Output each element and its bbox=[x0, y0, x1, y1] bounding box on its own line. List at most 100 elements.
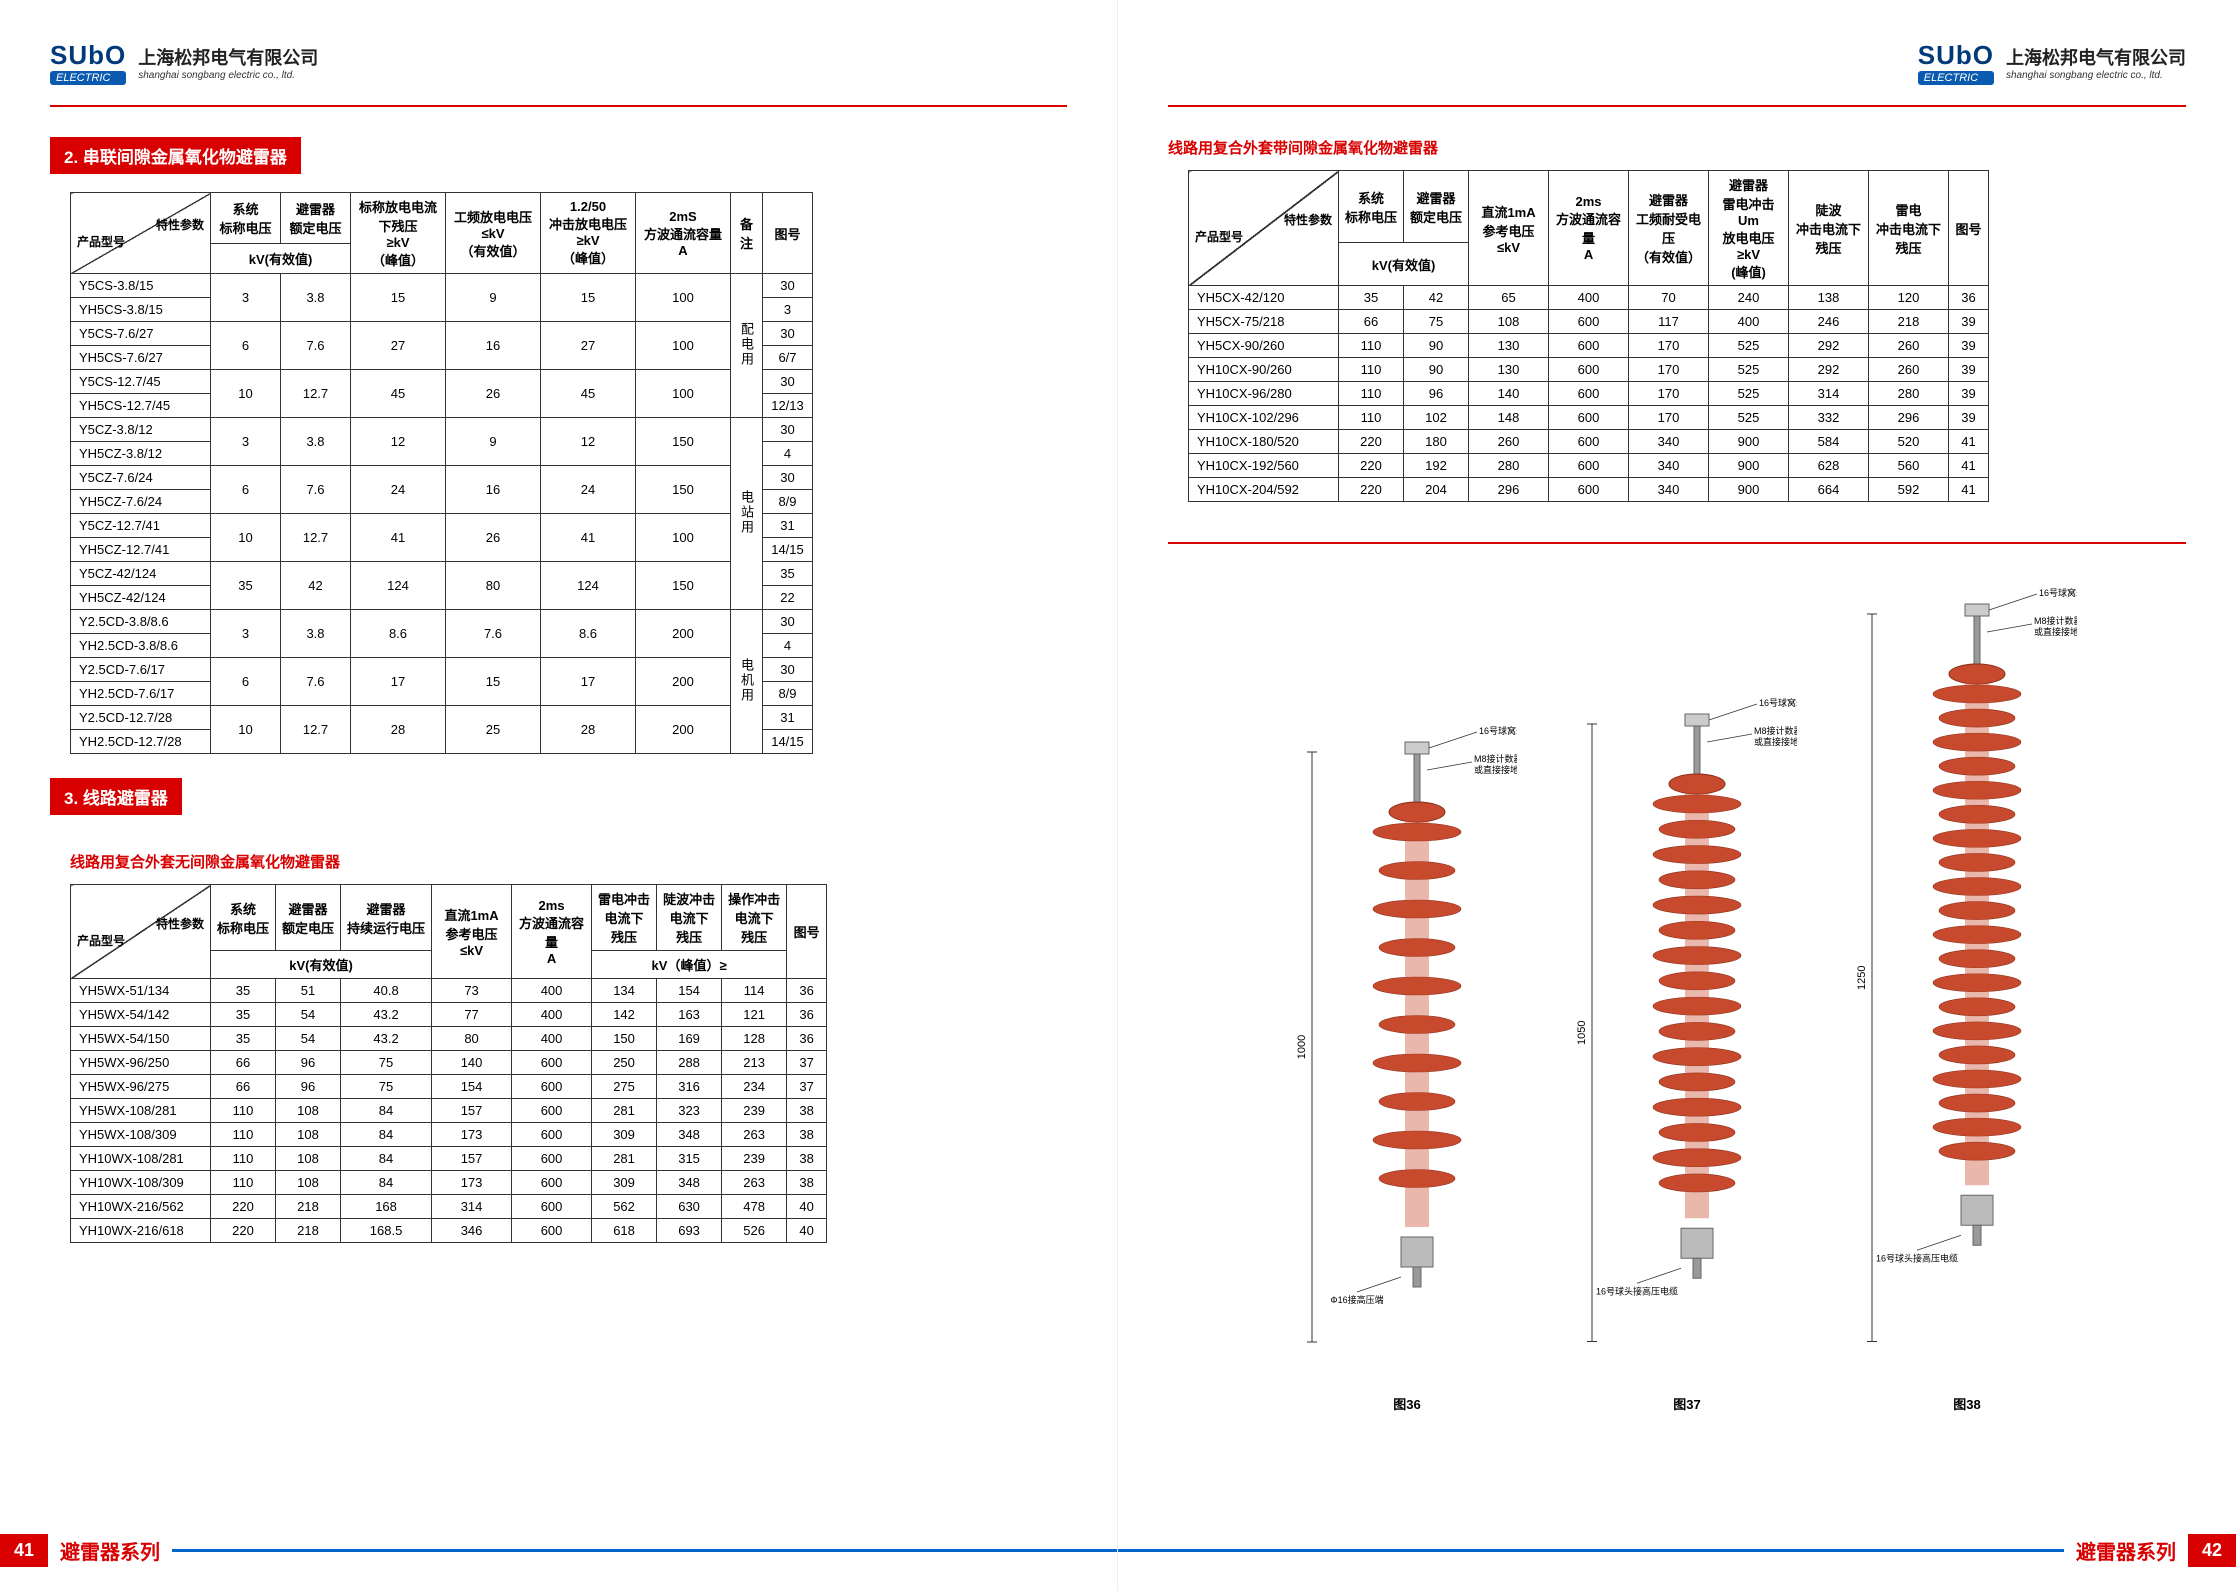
arrester-figure: 105016号球窝悬挂端M8接计数器或直接接地16号球头接高压电缆图37 bbox=[1577, 684, 1797, 1413]
data-cell: 213 bbox=[722, 1051, 787, 1075]
table-header: 特性参数产品型号 bbox=[71, 885, 211, 979]
model-cell: Y5CS-12.7/45 bbox=[71, 370, 211, 394]
data-cell: 142 bbox=[592, 1003, 657, 1027]
data-cell: 40 bbox=[787, 1195, 827, 1219]
data-cell: 170 bbox=[1629, 358, 1709, 382]
data-cell: 114 bbox=[722, 979, 787, 1003]
data-cell: 204 bbox=[1404, 478, 1469, 502]
table-2: 特性参数产品型号系统标称电压避雷器额定电压避雷器持续运行电压直流1mA参考电压≤… bbox=[70, 884, 827, 1243]
model-cell: Y5CZ-12.7/41 bbox=[71, 514, 211, 538]
data-cell: 157 bbox=[432, 1147, 512, 1171]
fig-cell: 31 bbox=[763, 514, 813, 538]
data-cell: 130 bbox=[1469, 334, 1549, 358]
data-cell: 600 bbox=[512, 1171, 592, 1195]
fig-cell: 35 bbox=[763, 562, 813, 586]
data-cell: 42 bbox=[1404, 286, 1469, 310]
data-cell: 39 bbox=[1949, 406, 1989, 430]
data-cell: 600 bbox=[1549, 478, 1629, 502]
data-cell: 520 bbox=[1869, 430, 1949, 454]
data-cell: 246 bbox=[1789, 310, 1869, 334]
table-header: 特性参数产品型号 bbox=[71, 193, 211, 274]
data-cell: 84 bbox=[341, 1123, 432, 1147]
data-cell: 128 bbox=[722, 1027, 787, 1051]
data-cell: 108 bbox=[1469, 310, 1549, 334]
table-header: 系统标称电压 bbox=[211, 885, 276, 951]
company-cn-r: 上海松邦电气有限公司 bbox=[2006, 44, 2186, 70]
table-header: 避雷器工频耐受电压（有效值） bbox=[1629, 171, 1709, 286]
data-cell: 100 bbox=[636, 370, 731, 418]
data-cell: YH10CX-102/296 bbox=[1189, 406, 1339, 430]
table-header: 直流1mA参考电压≤kV bbox=[432, 885, 512, 979]
fig-cell: 30 bbox=[763, 658, 813, 682]
section-3-title: 3. 线路避雷器 bbox=[50, 778, 182, 815]
data-cell: 600 bbox=[1549, 454, 1629, 478]
data-cell: 170 bbox=[1629, 382, 1709, 406]
svg-text:1000: 1000 bbox=[1297, 1034, 1308, 1058]
data-cell: 173 bbox=[432, 1171, 512, 1195]
data-cell: YH5WX-51/134 bbox=[71, 979, 211, 1003]
svg-text:16号球头接高压电缆: 16号球头接高压电缆 bbox=[1876, 1252, 1958, 1263]
data-cell: 192 bbox=[1404, 454, 1469, 478]
table-header: 陡波冲击电流下残压 bbox=[1789, 171, 1869, 286]
data-cell: YH5CX-75/218 bbox=[1189, 310, 1339, 334]
section-2-title: 2. 串联间隙金属氧化物避雷器 bbox=[50, 137, 301, 174]
data-cell: 600 bbox=[1549, 406, 1629, 430]
data-cell: 36 bbox=[787, 1003, 827, 1027]
note-cell: 电站用 bbox=[731, 418, 763, 610]
model-cell: YH2.5CD-3.8/8.6 bbox=[71, 634, 211, 658]
divider-r bbox=[1168, 105, 2186, 107]
data-cell: 15 bbox=[541, 274, 636, 322]
data-cell: 281 bbox=[592, 1099, 657, 1123]
figure-label: 图36 bbox=[1393, 1394, 1420, 1413]
svg-text:M8接计数器: M8接计数器 bbox=[1474, 753, 1517, 764]
data-cell: 45 bbox=[541, 370, 636, 418]
data-cell: 10 bbox=[211, 514, 281, 562]
data-cell: 180 bbox=[1404, 430, 1469, 454]
data-cell: YH10WX-108/281 bbox=[71, 1147, 211, 1171]
data-cell: 12.7 bbox=[281, 514, 351, 562]
data-cell: YH10CX-90/260 bbox=[1189, 358, 1339, 382]
data-cell: 9 bbox=[446, 418, 541, 466]
header-right: SUbO ELECTRIC 上海松邦电气有限公司 shanghai songba… bbox=[1168, 40, 2186, 85]
fig-cell: 8/9 bbox=[763, 682, 813, 706]
company-cn: 上海松邦电气有限公司 bbox=[138, 44, 318, 70]
data-cell: 600 bbox=[1549, 334, 1629, 358]
data-cell: 117 bbox=[1629, 310, 1709, 334]
data-cell: 600 bbox=[512, 1195, 592, 1219]
data-cell: 316 bbox=[657, 1075, 722, 1099]
company-en: shanghai songbang electric co., ltd. bbox=[138, 70, 318, 81]
data-cell: 173 bbox=[432, 1123, 512, 1147]
model-cell: YH5CZ-42/124 bbox=[71, 586, 211, 610]
fig-cell: 30 bbox=[763, 322, 813, 346]
data-cell: 124 bbox=[351, 562, 446, 610]
data-cell: 80 bbox=[446, 562, 541, 610]
fig-cell: 3 bbox=[763, 298, 813, 322]
data-cell: 630 bbox=[657, 1195, 722, 1219]
data-cell: YH5WX-108/309 bbox=[71, 1123, 211, 1147]
data-cell: 37 bbox=[787, 1075, 827, 1099]
data-cell: 3.8 bbox=[281, 610, 351, 658]
data-cell: 618 bbox=[592, 1219, 657, 1243]
data-cell: 340 bbox=[1629, 454, 1709, 478]
data-cell: 7.6 bbox=[281, 322, 351, 370]
divider bbox=[50, 105, 1067, 107]
data-cell: 108 bbox=[276, 1147, 341, 1171]
data-cell: 110 bbox=[211, 1147, 276, 1171]
data-cell: 168.5 bbox=[341, 1219, 432, 1243]
data-cell: 900 bbox=[1709, 454, 1789, 478]
data-cell: 38 bbox=[787, 1147, 827, 1171]
data-cell: 200 bbox=[636, 658, 731, 706]
data-cell: YH10WX-216/562 bbox=[71, 1195, 211, 1219]
data-cell: 140 bbox=[432, 1051, 512, 1075]
data-cell: 348 bbox=[657, 1171, 722, 1195]
table-header: 2mS方波通流容量A bbox=[636, 193, 731, 274]
data-cell: 280 bbox=[1869, 382, 1949, 406]
page-42: SUbO ELECTRIC 上海松邦电气有限公司 shanghai songba… bbox=[1118, 0, 2236, 1591]
model-cell: YH5CZ-12.7/41 bbox=[71, 538, 211, 562]
data-cell: 28 bbox=[351, 706, 446, 754]
data-cell: 138 bbox=[1789, 286, 1869, 310]
unit-header: kV（峰值）≥ bbox=[592, 951, 787, 979]
data-cell: 10 bbox=[211, 370, 281, 418]
data-cell: YH10CX-180/520 bbox=[1189, 430, 1339, 454]
model-cell: YH5CZ-3.8/12 bbox=[71, 442, 211, 466]
